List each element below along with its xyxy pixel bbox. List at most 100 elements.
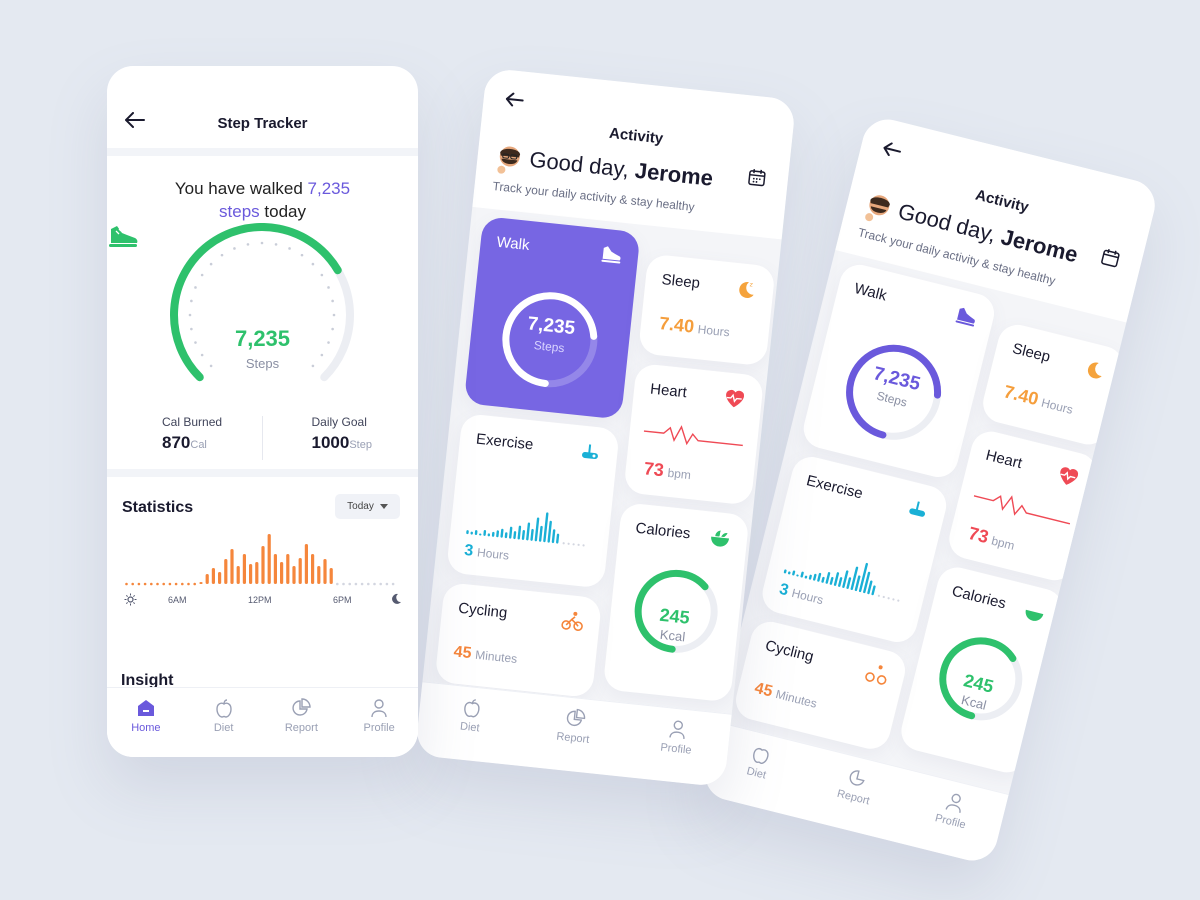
sleep-value: 7.40 <box>658 313 696 337</box>
shoe-icon <box>601 246 621 264</box>
gauge-tick <box>209 262 213 266</box>
sleep-card[interactable]: Sleep z 7.40 Hours <box>637 253 776 367</box>
nav-profile[interactable]: Profile <box>340 688 418 757</box>
exercise-bar <box>867 580 873 595</box>
walk-card[interactable]: Walk 7,235 Steps <box>463 216 641 420</box>
gauge-tick <box>200 273 204 277</box>
nav-profile[interactable]: Profile <box>621 704 732 787</box>
svg-text:z: z <box>749 281 753 288</box>
stat-dot <box>156 582 159 586</box>
stat-bar <box>304 544 308 584</box>
sleep-card[interactable]: Sleep 7.40Hours <box>978 320 1128 449</box>
exercise-bar <box>800 571 804 578</box>
stat-bar <box>218 572 222 584</box>
sun-icon <box>124 593 137 606</box>
exercise-bar <box>496 530 500 538</box>
gauge-tick <box>332 313 336 317</box>
divider <box>262 416 263 460</box>
avatar <box>497 146 521 174</box>
stat-bar <box>205 574 209 584</box>
header: Step Tracker <box>107 66 418 148</box>
nav-report[interactable]: Report <box>263 688 341 757</box>
exercise-bar <box>808 574 812 580</box>
page-title: Activity <box>608 124 664 148</box>
calories-card[interactable]: Calories 245 Kcal <box>897 563 1067 777</box>
nav-profile[interactable]: Profile <box>894 771 1009 866</box>
sleep-label: Sleep <box>1010 340 1053 366</box>
step-gauge: 7,235 Steps <box>107 223 418 403</box>
back-arrow-icon[interactable] <box>882 141 903 159</box>
walk-card[interactable]: Walk 7,235 Steps <box>799 260 999 482</box>
nav-home[interactable]: Home <box>107 688 185 757</box>
exercise-dot <box>897 599 900 602</box>
exercise-bar <box>466 530 469 535</box>
walked-suffix: today <box>264 202 306 221</box>
stat-bar <box>199 582 203 584</box>
stat-bar <box>298 558 302 584</box>
gauge-tick <box>327 286 330 289</box>
back-arrow-icon[interactable] <box>505 92 524 108</box>
walk-label: Walk <box>495 233 531 255</box>
pie-chart-icon <box>292 698 312 716</box>
gauge-tick <box>188 313 192 317</box>
walked-steps-value: 7,235 <box>307 179 351 198</box>
stat-dot <box>162 582 165 586</box>
user-icon <box>945 793 961 813</box>
stat-dot <box>131 582 134 586</box>
cal-burned-value: 870 <box>162 433 191 452</box>
axis-label-6am: 6AM <box>168 595 187 605</box>
exercise-dot <box>882 595 885 599</box>
stat-dot <box>181 582 184 586</box>
gauge-tick <box>288 247 291 250</box>
heart-wave <box>643 425 743 447</box>
exercise-bar <box>792 570 796 576</box>
cycling-card[interactable]: Cycling 45Minutes <box>731 617 910 753</box>
calendar-icon[interactable] <box>747 168 767 188</box>
exercise-bar <box>804 575 808 579</box>
gauge-tick <box>327 341 330 344</box>
stat-bar <box>255 562 259 584</box>
statistics-chart <box>125 534 395 586</box>
exercise-dot <box>582 544 585 547</box>
stat-dot <box>174 582 178 586</box>
exercise-bar <box>556 533 560 544</box>
nav-diet[interactable]: Diet <box>700 722 815 817</box>
sleep-unit: Hours <box>697 322 731 340</box>
nav-report[interactable]: Report <box>797 747 912 842</box>
cyclist-icon <box>865 665 887 685</box>
salad-icon <box>711 530 730 547</box>
exercise-bar <box>813 573 817 581</box>
user-icon <box>371 699 387 718</box>
heart-pulse-icon <box>1060 467 1079 485</box>
gauge-tick <box>331 299 334 303</box>
stat-dot <box>137 582 141 586</box>
heart-value: 73 <box>966 522 991 548</box>
stat-dot <box>125 582 128 586</box>
nav-diet[interactable]: Diet <box>185 688 263 757</box>
gauge-tick <box>194 286 197 289</box>
pie-chart-icon <box>849 770 865 786</box>
gauge-tick <box>331 327 334 331</box>
heart-card[interactable]: Heart 73bpm <box>945 427 1101 585</box>
exercise-card[interactable]: Exercise 3Hours <box>758 452 951 647</box>
heart-label: Heart <box>649 380 688 402</box>
stat-bar <box>317 566 321 584</box>
pie-chart-icon <box>566 708 585 726</box>
divider <box>107 469 418 477</box>
exercise-dot <box>572 543 575 546</box>
back-arrow-icon[interactable] <box>125 112 145 128</box>
nav-report[interactable]: Report <box>518 693 629 776</box>
exercise-label: Exercise <box>475 430 535 454</box>
period-select[interactable]: Today <box>335 494 400 519</box>
calendar-icon[interactable] <box>1100 247 1122 269</box>
bottom-nav: Diet Report Profile <box>699 721 1009 866</box>
axis-label-12pm: 12PM <box>248 595 272 605</box>
calories-card[interactable]: Calories 245 Kcal <box>602 502 750 703</box>
nav-diet[interactable]: Diet <box>415 682 526 765</box>
gauge-steps-value: 7,235 <box>234 326 291 351</box>
gauge-steps-label: Steps <box>245 356 280 371</box>
heart-pulse-icon <box>726 389 745 408</box>
